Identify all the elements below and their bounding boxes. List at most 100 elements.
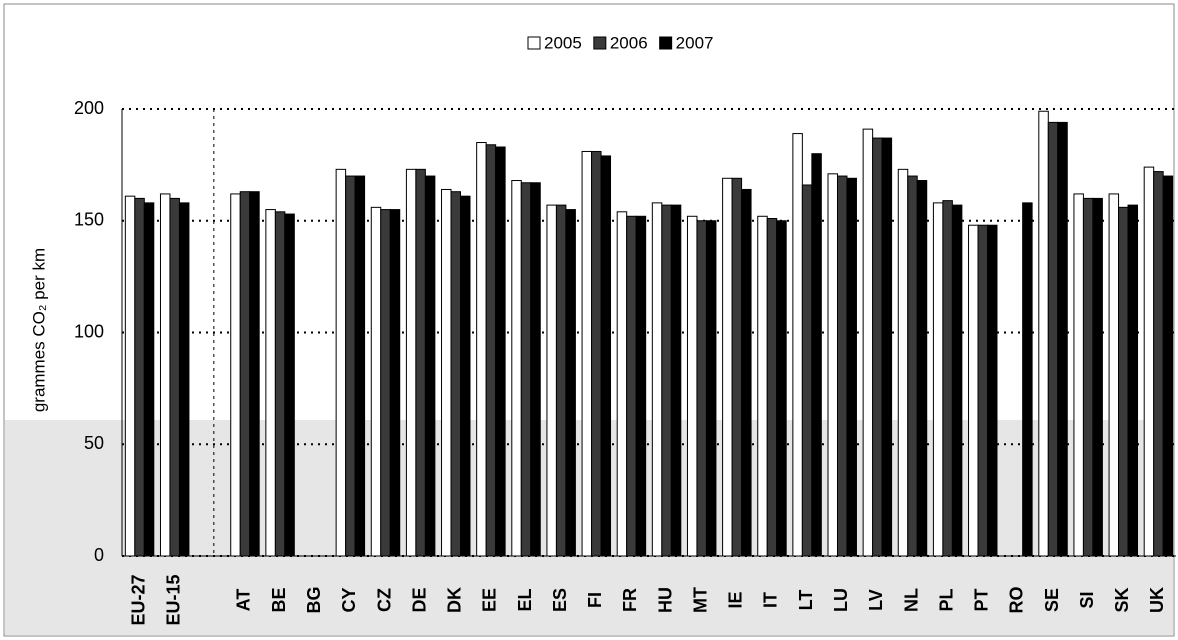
bar <box>987 224 998 557</box>
bar <box>555 204 567 557</box>
bar <box>124 195 136 557</box>
bar <box>696 220 707 557</box>
y-tick-label: 50 <box>84 433 104 453</box>
x-tick-label: AT <box>234 589 254 612</box>
bar <box>265 209 276 557</box>
x-tick-label: SK <box>1112 587 1132 612</box>
x-tick-label: PL <box>936 588 956 611</box>
bar <box>1127 204 1139 557</box>
bar <box>872 137 883 557</box>
y-axis-label: grammes CO₂ per km <box>29 248 48 412</box>
bar <box>169 197 180 557</box>
legend-label: 2005 <box>544 33 582 52</box>
bar <box>511 180 522 557</box>
bar <box>686 215 698 557</box>
bar <box>1047 121 1059 557</box>
bar <box>635 215 647 557</box>
bar <box>178 202 190 557</box>
bar <box>389 209 401 557</box>
y-tick-label: 200 <box>74 98 104 118</box>
x-tick-label: BG <box>304 587 324 614</box>
x-tick-label: EL <box>515 588 535 611</box>
bar <box>1057 121 1068 557</box>
bar <box>776 220 787 557</box>
x-tick-label: UK <box>1147 587 1167 613</box>
bar <box>846 177 857 557</box>
bar <box>1092 197 1103 557</box>
bar <box>1108 193 1120 557</box>
bar <box>424 175 436 557</box>
bar <box>836 175 848 557</box>
x-tick-label: EU-15 <box>163 574 183 625</box>
bar <box>705 220 717 557</box>
bar <box>591 150 602 557</box>
bar <box>546 204 557 557</box>
bar <box>370 206 382 557</box>
x-tick-label: FR <box>620 588 640 612</box>
legend-swatch <box>593 36 607 50</box>
x-tick-label: BE <box>269 587 289 612</box>
bar <box>766 218 778 557</box>
bar <box>722 177 733 557</box>
x-tick-label: FI <box>585 592 605 608</box>
bar <box>581 150 593 557</box>
bar <box>651 202 663 557</box>
frame <box>3 3 1175 637</box>
legend-swatch <box>527 36 541 50</box>
bar <box>907 175 918 557</box>
bar <box>460 195 471 557</box>
bar <box>616 211 628 557</box>
bar <box>977 224 989 557</box>
bar <box>881 137 893 557</box>
legend-label: 2007 <box>676 33 714 52</box>
bar <box>159 193 171 557</box>
legend-swatch <box>659 36 673 50</box>
bar <box>230 193 241 557</box>
bar <box>274 211 286 557</box>
bar <box>1118 206 1129 557</box>
x-tick-label: NL <box>901 588 921 612</box>
bar <box>354 175 366 557</box>
bar <box>1082 197 1094 557</box>
x-tick-label: EU-27 <box>128 574 148 625</box>
bar <box>670 204 682 557</box>
y-tick-label: 100 <box>74 321 104 341</box>
bar <box>811 153 822 557</box>
bar <box>405 168 417 557</box>
bar <box>626 215 637 557</box>
bar <box>495 146 506 557</box>
bar <box>415 168 426 557</box>
bar <box>1022 202 1033 557</box>
x-tick-label: IT <box>761 592 781 608</box>
bar <box>565 209 576 557</box>
x-tick-label: ES <box>550 588 570 612</box>
x-tick-label: CY <box>339 587 359 612</box>
bar <box>249 191 260 557</box>
bar <box>968 224 979 557</box>
x-tick-label: IE <box>726 591 746 608</box>
bar <box>485 144 497 557</box>
bar <box>1073 193 1084 557</box>
bar <box>827 173 838 557</box>
bar <box>530 182 541 557</box>
y-tick-label: 0 <box>94 545 104 565</box>
legend-label: 2006 <box>610 33 648 52</box>
bar <box>897 168 909 557</box>
x-tick-label: HU <box>655 587 675 613</box>
x-tick-label: SI <box>1077 591 1097 608</box>
bar <box>450 191 462 557</box>
bar <box>284 213 295 557</box>
x-tick-label: DE <box>409 587 429 612</box>
bar <box>600 155 612 557</box>
x-tick-label: MT <box>690 587 710 613</box>
bar <box>792 133 803 557</box>
x-tick-label: LU <box>831 588 851 612</box>
bar <box>476 142 487 557</box>
bar <box>916 180 928 557</box>
y-tick-label: 150 <box>74 210 104 230</box>
x-tick-label: SE <box>1042 588 1062 612</box>
bar <box>380 209 391 557</box>
bar <box>801 184 813 557</box>
